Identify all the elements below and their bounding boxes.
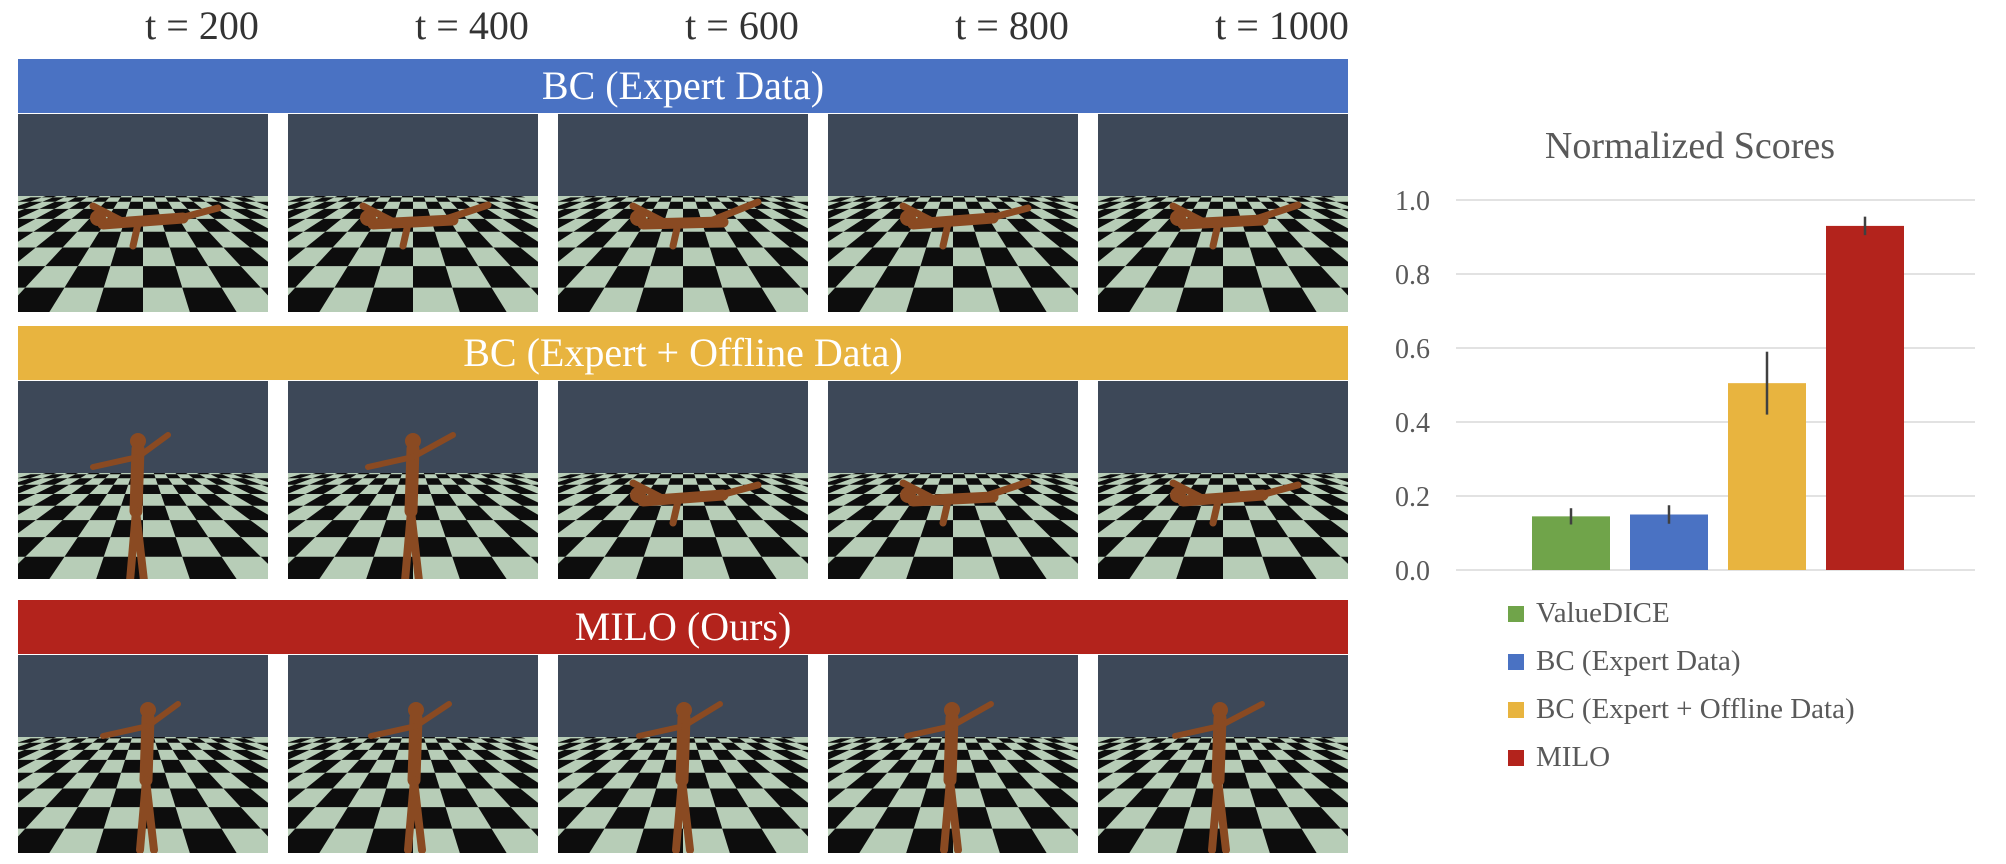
bar-valuedice	[1532, 516, 1610, 570]
humanoid-render	[18, 655, 268, 853]
y-tick-label: 0.2	[1395, 482, 1430, 513]
simulation-frame	[18, 655, 268, 853]
legend-label: BC (Expert Data)	[1536, 645, 1741, 677]
legend-label: BC (Expert + Offline Data)	[1536, 693, 1855, 725]
simulation-frame	[288, 114, 538, 312]
simulation-frame	[288, 655, 538, 853]
time-label-3: t = 600	[685, 3, 799, 48]
y-tick-label: 0.0	[1395, 556, 1430, 587]
bar-milo	[1826, 225, 1904, 570]
y-tick-label: 1.0	[1395, 186, 1430, 217]
humanoid-render	[288, 114, 538, 312]
simulation-frame	[18, 381, 268, 579]
simulation-frame	[558, 655, 808, 853]
simulation-frame	[828, 381, 1078, 579]
humanoid-render	[288, 655, 538, 853]
legend-swatch	[1508, 702, 1524, 718]
time-label-4: t = 800	[955, 3, 1069, 48]
time-label-5: t = 1000	[1215, 3, 1349, 48]
humanoid-render	[1098, 381, 1348, 579]
simulation-frame	[1098, 381, 1348, 579]
humanoid-render	[828, 114, 1078, 312]
humanoid-render	[18, 114, 268, 312]
simulation-frame	[1098, 114, 1348, 312]
humanoid-render	[558, 655, 808, 853]
legend-swatch	[1508, 654, 1524, 670]
humanoid-render	[1098, 655, 1348, 853]
y-tick-label: 0.6	[1395, 334, 1430, 365]
chart-title: Normalized Scores	[1545, 125, 1835, 167]
row-banner-bc-expert-offline: BC (Expert + Offline Data)	[18, 326, 1348, 380]
humanoid-render	[1098, 114, 1348, 312]
humanoid-render	[558, 114, 808, 312]
row-banner-milo: MILO (Ours)	[18, 600, 1348, 654]
humanoid-render	[288, 381, 538, 579]
time-label-1: t = 200	[145, 3, 259, 48]
humanoid-render	[558, 381, 808, 579]
y-tick-label: 0.4	[1395, 408, 1430, 439]
legend-label: MILO	[1536, 741, 1610, 773]
simulation-frame	[558, 381, 808, 579]
legend-swatch	[1508, 750, 1524, 766]
simulation-frame	[828, 114, 1078, 312]
humanoid-render	[18, 381, 268, 579]
time-label-2: t = 400	[415, 3, 529, 48]
simulation-frame	[828, 655, 1078, 853]
legend-label: ValueDICE	[1536, 597, 1670, 629]
legend-swatch	[1508, 606, 1524, 622]
simulation-frame	[18, 114, 268, 312]
humanoid-render	[828, 381, 1078, 579]
normalized-scores-chart: Normalized Scores 0.0 0.2 0.4 0.6 0.8 1.0 Valu…	[1370, 110, 2000, 810]
simulation-frame	[1098, 655, 1348, 853]
humanoid-render	[828, 655, 1078, 853]
simulation-frame	[288, 381, 538, 579]
chart-svg: Normalized Scores 0.0 0.2 0.4 0.6 0.8 1.0 Valu…	[1395, 125, 1975, 773]
row-banner-bc-expert: BC (Expert Data)	[18, 59, 1348, 113]
y-tick-label: 0.8	[1395, 260, 1430, 291]
simulation-frame	[558, 114, 808, 312]
